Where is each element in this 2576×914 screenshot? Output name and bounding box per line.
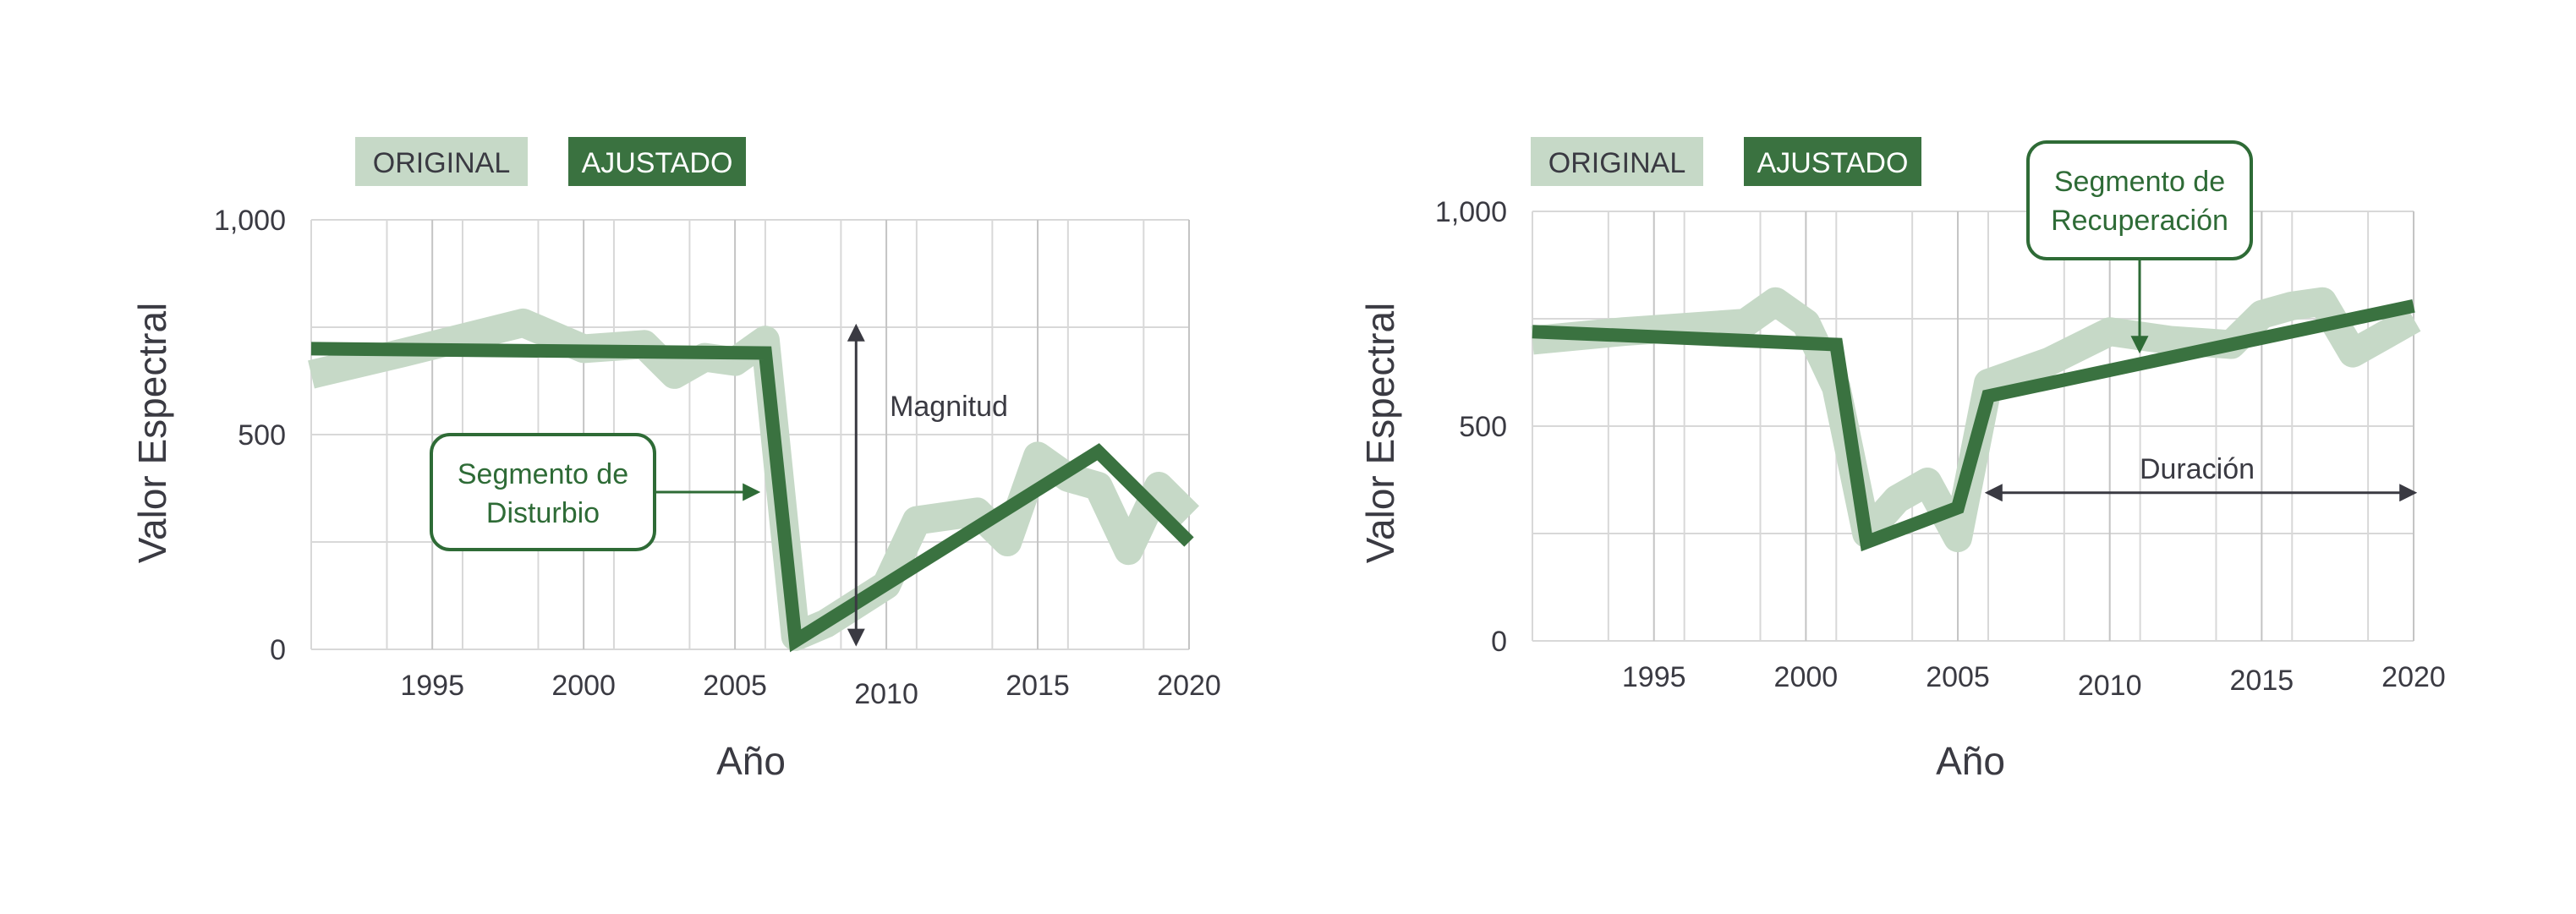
legend-fitted-swatch (568, 137, 746, 186)
y-tick-label: 0 (1491, 626, 1507, 658)
legend-fitted-label: AJUSTADO (1757, 147, 1909, 179)
chart-right: 1995 2000 2005 2010 2015 2020 0 500 1,000 ORIGI… (1358, 137, 2446, 783)
annotation-line: Recuperación (2051, 205, 2228, 237)
x-tick-label: 1995 (400, 670, 464, 702)
y-tick-label: 1,000 (1435, 196, 1507, 228)
chart-left-x-axis-label: Año (716, 739, 786, 783)
magnitude-label: Magnitud (890, 391, 1008, 423)
y-tick-label: 1,000 (214, 205, 286, 237)
x-tick-label: 2000 (1774, 661, 1839, 693)
chart-left-series-fitted (310, 342, 1194, 653)
chart-right-series-fitted (1532, 298, 2415, 552)
x-tick-label: 2005 (1926, 661, 1990, 693)
x-tick-label: 2015 (2230, 665, 2294, 697)
legend-original-label: ORIGINAL (1548, 147, 1685, 179)
annotation-disturbance-text: Segmento de Disturbio (458, 458, 628, 529)
annotation-recovery-box (2026, 140, 2253, 260)
chart-left-y-axis-label: Valor Espectral (130, 303, 174, 564)
x-tick-label: 2000 (551, 670, 616, 702)
x-tick-label: 2020 (1157, 670, 1221, 702)
y-tick-label: 500 (238, 419, 286, 452)
chart-right-yticks: 0 500 1,000 (1435, 196, 1507, 658)
chart-left-legend: ORIGINAL AJUSTADO (355, 137, 746, 186)
y-tick-label: 0 (270, 634, 286, 666)
chart-left: 1995 2000 2005 2010 2015 2020 0 500 1,000 ORIGI… (130, 137, 1221, 783)
x-tick-label: 2010 (2078, 670, 2142, 702)
chart-right-xticks: 1995 2000 2005 2010 2015 2020 (1622, 661, 2446, 702)
x-tick-label: 2020 (2381, 661, 2446, 693)
annotation-duration: Duración (1984, 453, 2418, 502)
chart-right-series-original (1531, 287, 2421, 553)
chart-right-legend: ORIGINAL AJUSTADO (1531, 137, 1921, 186)
chart-right-x-axis-label: Año (1936, 739, 2005, 783)
annotation-disturbance-box (430, 433, 656, 551)
x-tick-label: 2010 (854, 678, 918, 710)
legend-original-label: ORIGINAL (373, 147, 510, 179)
chart-left-yticks: 0 500 1,000 (214, 205, 286, 666)
legend-original-swatch (1531, 137, 1703, 186)
y-tick-label: 500 (1459, 411, 1507, 443)
legend-original-swatch (355, 137, 528, 186)
chart-left-grid (310, 219, 1190, 650)
annotation-disturbance: Segmento de Disturbio (430, 433, 761, 551)
x-tick-label: 1995 (1622, 661, 1686, 693)
legend-fitted-label: AJUSTADO (582, 147, 733, 179)
chart-left-xticks: 1995 2000 2005 2010 2015 2020 (400, 670, 1220, 710)
annotation-line: Disturbio (486, 497, 600, 529)
annotation-recovery: Segmento de Recuperación (2026, 140, 2253, 354)
annotation-magnitude: Magnitud (847, 323, 1008, 647)
x-tick-label: 2015 (1006, 670, 1070, 702)
x-tick-label: 2005 (703, 670, 767, 702)
legend-fitted-swatch (1744, 137, 1921, 186)
annotation-recovery-text: Segmento de Recuperación (2051, 166, 2228, 237)
chart-right-y-axis-label: Valor Espectral (1358, 303, 1402, 564)
annotation-line: Segmento de (2054, 166, 2225, 198)
duration-label: Duración (2140, 453, 2255, 485)
annotation-line: Segmento de (458, 458, 628, 490)
